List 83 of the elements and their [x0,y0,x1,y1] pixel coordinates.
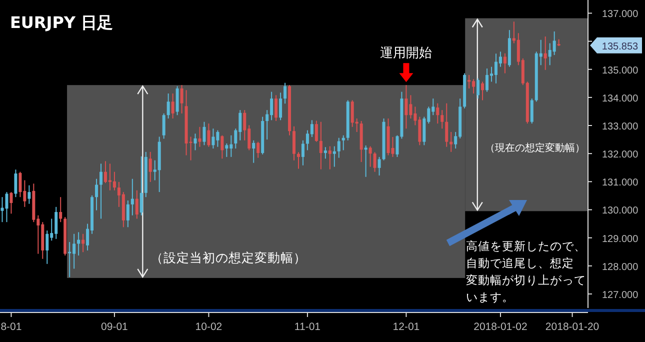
candlestick [202,121,206,146]
candlestick [468,74,471,89]
candlestick [99,163,102,220]
y-tick-label: 137.000 [602,9,639,20]
candlestick [162,112,166,140]
y-tick-label: 132.000 [602,150,639,161]
y-tick-label: 133.000 [602,122,639,132]
candlestick [148,151,152,182]
candlestick [180,84,184,114]
candlestick [544,36,547,70]
candlestick [440,110,444,130]
candlestick [328,146,332,170]
candlestick [378,156,381,176]
candlestick [373,152,376,172]
candlestick [445,102,448,148]
candlestick [274,94,278,122]
y-tick-label: 135.000 [602,65,639,76]
candlestick [225,142,228,158]
candlestick [28,184,31,204]
x-tick-label: 12-01 [392,321,420,333]
candlestick [342,134,345,151]
y-tick-label: 128.000 [602,262,639,273]
candlestick [176,86,179,116]
y-tick-label: 134.000 [602,93,639,104]
candlestick [301,140,304,166]
candlestick [198,126,202,148]
candlestick [207,123,210,148]
x-tick-label: 11-01 [294,321,321,333]
x-tick-label: 2018-01-02 [474,321,528,333]
candlestick [135,190,138,220]
x-tick-label: 2018-01-20 [545,321,600,333]
candlestick [404,84,408,130]
candlestick [476,78,480,100]
candlestick [503,52,506,74]
band-label: （設定当初の想定変動幅） [150,250,307,265]
candlestick [450,131,453,152]
candlestick [486,68,489,92]
candlestick [171,92,174,119]
candlestick [332,146,336,168]
annotation: 高値を更新したので、自動で追尾し、想定変動幅が切り上がっています。 [466,239,586,304]
x-tick-label: 10-02 [195,321,222,333]
candlestick [130,178,134,216]
candlestick [279,92,282,121]
candlestick [436,102,440,124]
x-tick-label: 09-01 [101,321,128,333]
annotation: 運用開始 [380,46,432,62]
candlestick [46,230,49,264]
candlestick [68,242,72,278]
candlestick [296,152,300,170]
candlestick [292,126,296,161]
band-label: （現在の想定変動幅） [484,142,585,154]
y-tick-label: 129.000 [602,234,639,245]
candlestick [194,133,197,151]
candlestick [0,196,4,223]
x-tick-label: 8-01 [0,321,22,333]
candlestick [552,30,556,56]
candlestick [112,171,116,191]
candlestick [256,141,260,158]
candlestick [220,134,224,160]
candlestick [368,146,372,168]
candlestick [18,171,22,198]
candlestick [166,92,170,119]
candlestick [126,200,130,228]
text: EURJPY 日足 [10,13,114,32]
candlestick [252,140,256,164]
candlestick [319,121,322,170]
candlestick [95,178,98,211]
y-tick-label: 130.000 [602,206,639,217]
candlestick [14,169,18,198]
y-tick-label: 127.000 [602,290,639,301]
candlestick [140,156,143,216]
candlestick [530,98,534,124]
text: 135.853 [602,41,639,52]
candlestick [364,144,368,178]
candlestick [284,82,287,104]
candlestick [10,192,13,214]
candlestick [59,196,62,223]
candlestick [481,81,484,101]
candlestick [212,128,215,150]
candlestick [324,146,327,160]
candlestick [314,120,318,142]
y-tick-label: 131.000 [602,178,639,189]
candlestick [337,137,340,158]
